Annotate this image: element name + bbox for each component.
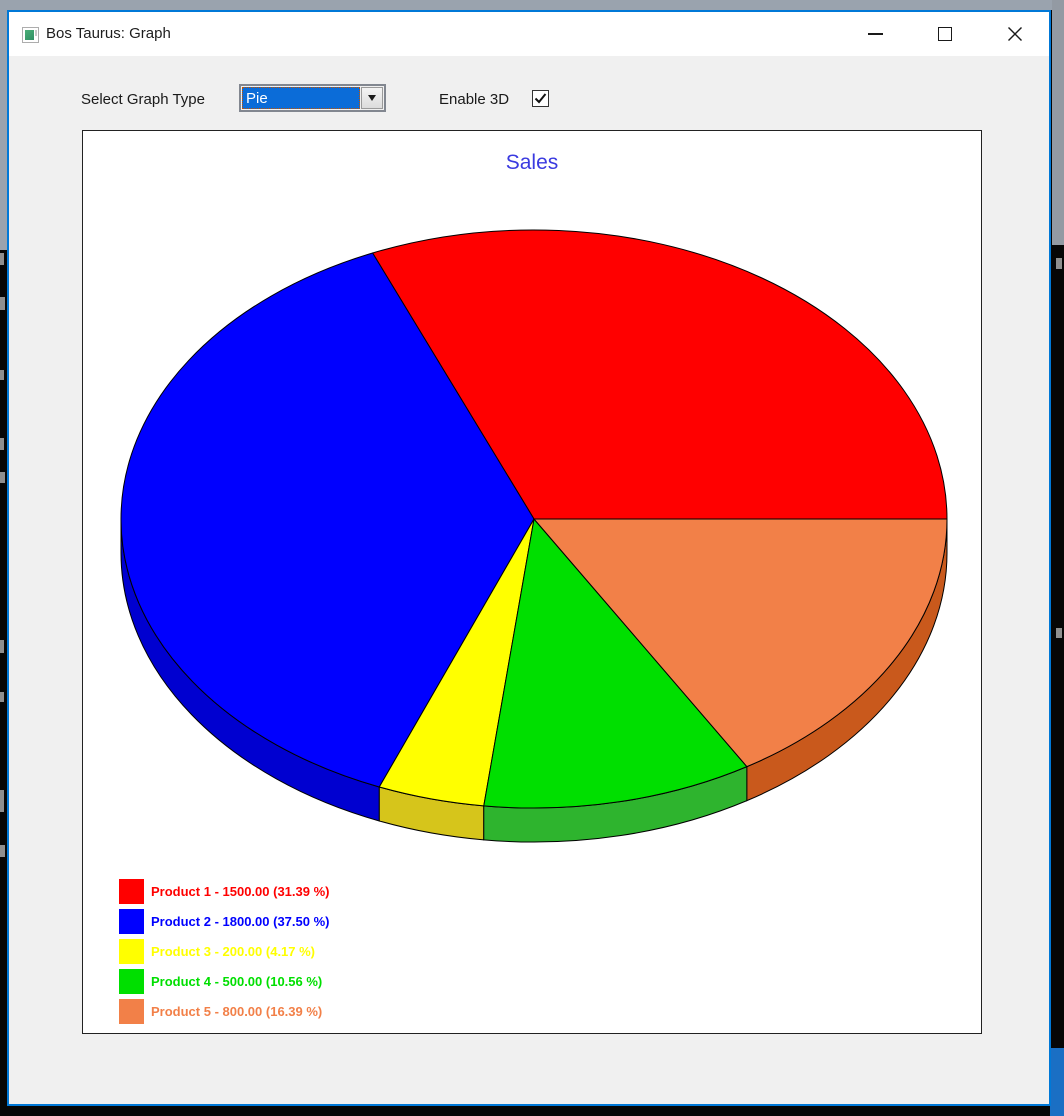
desktop-artifact (0, 692, 4, 702)
minimize-icon (867, 33, 883, 35)
desktop-background-top (0, 0, 1064, 10)
desktop-background-corner (1050, 1048, 1064, 1116)
legend-swatch (119, 908, 144, 934)
app-icon-picture (25, 30, 34, 40)
chart-title: Sales (505, 151, 559, 174)
combobox-dropdown-button[interactable] (361, 87, 383, 109)
app-window: Bos Taurus: Graph Select Graph Type Pie … (7, 10, 1051, 1106)
legend-label: Product 5 - 800.00 (16.39 %) (151, 1003, 323, 1019)
legend-item: Product 5 - 800.00 (16.39 %) (119, 996, 329, 1026)
legend-swatch (119, 878, 144, 904)
enable-3d-checkbox[interactable] (532, 90, 549, 107)
desktop-background-left (0, 0, 7, 250)
graph-type-label: Select Graph Type (81, 91, 205, 108)
graph-type-combobox[interactable]: Pie (239, 84, 386, 112)
app-icon-strip (35, 30, 37, 36)
title-bar: Bos Taurus: Graph (9, 12, 1049, 56)
app-icon (22, 27, 39, 43)
maximize-button[interactable] (922, 12, 968, 56)
legend-swatch (119, 968, 144, 994)
dropdown-arrow-icon (368, 95, 376, 101)
combobox-selected-value: Pie (242, 87, 360, 109)
legend-label: Product 2 - 1800.00 (37.50 %) (151, 913, 330, 929)
legend-swatch (119, 998, 144, 1024)
desktop-artifact (1056, 628, 1062, 638)
legend-item: Product 2 - 1800.00 (37.50 %) (119, 906, 329, 936)
desktop-artifact (1056, 258, 1062, 269)
enable-3d-label: Enable 3D (439, 91, 510, 108)
desktop-artifact (0, 845, 5, 857)
legend-item: Product 1 - 1500.00 (31.39 %) (119, 876, 329, 906)
desktop-artifact (0, 790, 4, 812)
checkmark-icon (534, 93, 547, 104)
legend-item: Product 4 - 500.00 (10.56 %) (119, 966, 329, 996)
desktop-artifact (0, 438, 4, 450)
pie-slice (483, 517, 748, 809)
chart-panel: Sales Product 1 - 1500.00 (31.39 %) Produ… (82, 130, 982, 1034)
legend-label: Product 3 - 200.00 (4.17 %) (151, 943, 316, 959)
pie-slice (371, 229, 948, 520)
legend-label: Product 1 - 1500.00 (31.39 %) (151, 883, 330, 899)
maximize-icon (938, 27, 952, 41)
legend-swatch (119, 938, 144, 964)
window-title: Bos Taurus: Graph (46, 25, 171, 42)
desktop-background-right (1052, 0, 1064, 245)
minimize-button[interactable] (852, 12, 898, 56)
desktop-artifact (0, 297, 5, 310)
legend-item: Product 3 - 200.00 (4.17 %) (119, 936, 329, 966)
desktop-artifact (0, 253, 4, 265)
pie-slice (120, 252, 535, 788)
pie-chart (120, 229, 948, 843)
close-button[interactable] (992, 12, 1038, 56)
desktop-artifact (0, 472, 5, 483)
desktop-artifact (0, 370, 4, 380)
chart-legend: Product 1 - 1500.00 (31.39 %) Product 2 -… (119, 876, 329, 1026)
desktop-artifact (0, 640, 4, 653)
pie-slice (532, 518, 948, 768)
legend-label: Product 4 - 500.00 (10.56 %) (151, 973, 323, 989)
close-icon (1008, 27, 1022, 41)
